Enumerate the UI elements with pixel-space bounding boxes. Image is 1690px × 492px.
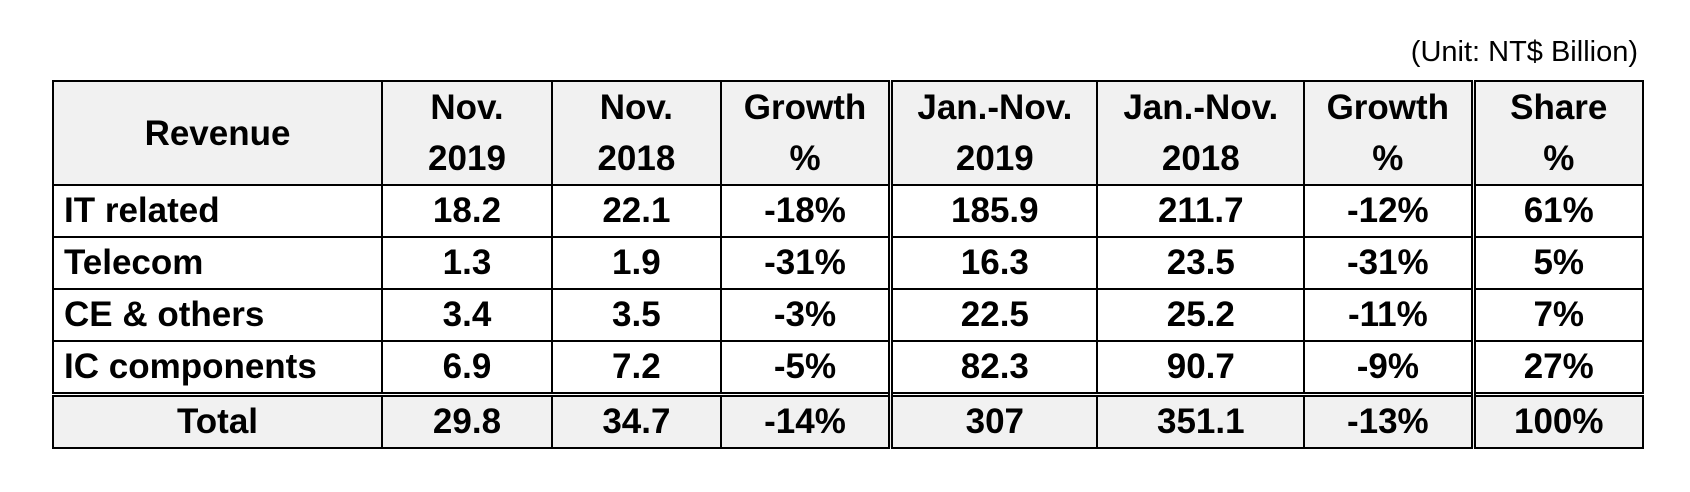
table-cell: -9%	[1303, 340, 1474, 396]
total-cell: 351.1	[1096, 392, 1306, 449]
table-cell: 22.5	[888, 288, 1099, 342]
row-label: IC components	[51, 340, 384, 396]
total-cell: 29.8	[381, 392, 553, 449]
table-row: CE & others 3.4 3.5 -3% 22.5 25.2 -11% 7…	[51, 288, 1644, 342]
table-cell: 90.7	[1096, 340, 1306, 396]
table-cell: -31%	[719, 236, 892, 290]
table-cell: 7.2	[550, 340, 722, 396]
table-cell: -18%	[719, 184, 892, 238]
total-label: Total	[51, 392, 384, 449]
table-cell: 82.3	[888, 340, 1099, 396]
table-cell: 16.3	[888, 236, 1099, 290]
row-label: CE & others	[51, 288, 384, 342]
table-cell: -3%	[719, 288, 892, 342]
table-cell: 23.5	[1096, 236, 1306, 290]
table-cell: 22.1	[550, 184, 722, 238]
header-nov-2019: Nov. 2019	[381, 80, 553, 186]
table-cell: 18.2	[381, 184, 553, 238]
table-cell: 3.5	[550, 288, 722, 342]
table-cell: 25.2	[1096, 288, 1306, 342]
header-growth-ytd: Growth%	[1303, 80, 1474, 186]
table-cell: 211.7	[1096, 184, 1306, 238]
header-jan-nov-2019: Jan.-Nov. 2019	[888, 80, 1099, 186]
table-cell: 6.9	[381, 340, 553, 396]
header-row: Revenue Nov. 2019 Nov. 2018 Growth% Jan.-N…	[51, 80, 1644, 186]
table-row: IT related 18.2 22.1 -18% 185.9 211.7 -1…	[51, 184, 1644, 238]
table-cell: 3.4	[381, 288, 553, 342]
header-nov-2018: Nov. 2018	[550, 80, 722, 186]
table-cell: -5%	[719, 340, 892, 396]
total-cell: 100%	[1470, 392, 1644, 449]
table-cell: 1.9	[550, 236, 722, 290]
header-jan-nov-2018: Jan.-Nov. 2018	[1096, 80, 1306, 186]
table-cell: -12%	[1303, 184, 1474, 238]
total-cell: -14%	[719, 392, 892, 449]
total-cell: -13%	[1303, 392, 1474, 449]
table-cell: -31%	[1303, 236, 1474, 290]
total-cell: 307	[888, 392, 1099, 449]
revenue-table: Revenue Nov. 2019 Nov. 2018 Growth% Jan.-N…	[51, 80, 1644, 449]
row-label: Telecom	[51, 236, 384, 290]
table-cell: 1.3	[381, 236, 553, 290]
header-growth-monthly: Growth%	[719, 80, 892, 186]
header-share: Share%	[1470, 80, 1644, 186]
table-cell: 185.9	[888, 184, 1099, 238]
table-row: Telecom 1.3 1.9 -31% 16.3 23.5 -31% 5%	[51, 236, 1644, 290]
total-cell: 34.7	[550, 392, 722, 449]
table-row: IC components 6.9 7.2 -5% 82.3 90.7 -9% …	[51, 340, 1644, 396]
total-row: Total 29.8 34.7 -14% 307 351.1 -13% 100%	[51, 392, 1644, 449]
table-cell: 27%	[1470, 340, 1644, 396]
unit-note: (Unit: NT$ Billion)	[1410, 36, 1638, 68]
table-cell: 5%	[1470, 236, 1644, 290]
table-cell: 7%	[1470, 288, 1644, 342]
table-cell: -11%	[1303, 288, 1474, 342]
row-label: IT related	[51, 184, 384, 238]
header-revenue: Revenue	[51, 80, 384, 186]
table-cell: 61%	[1470, 184, 1644, 238]
